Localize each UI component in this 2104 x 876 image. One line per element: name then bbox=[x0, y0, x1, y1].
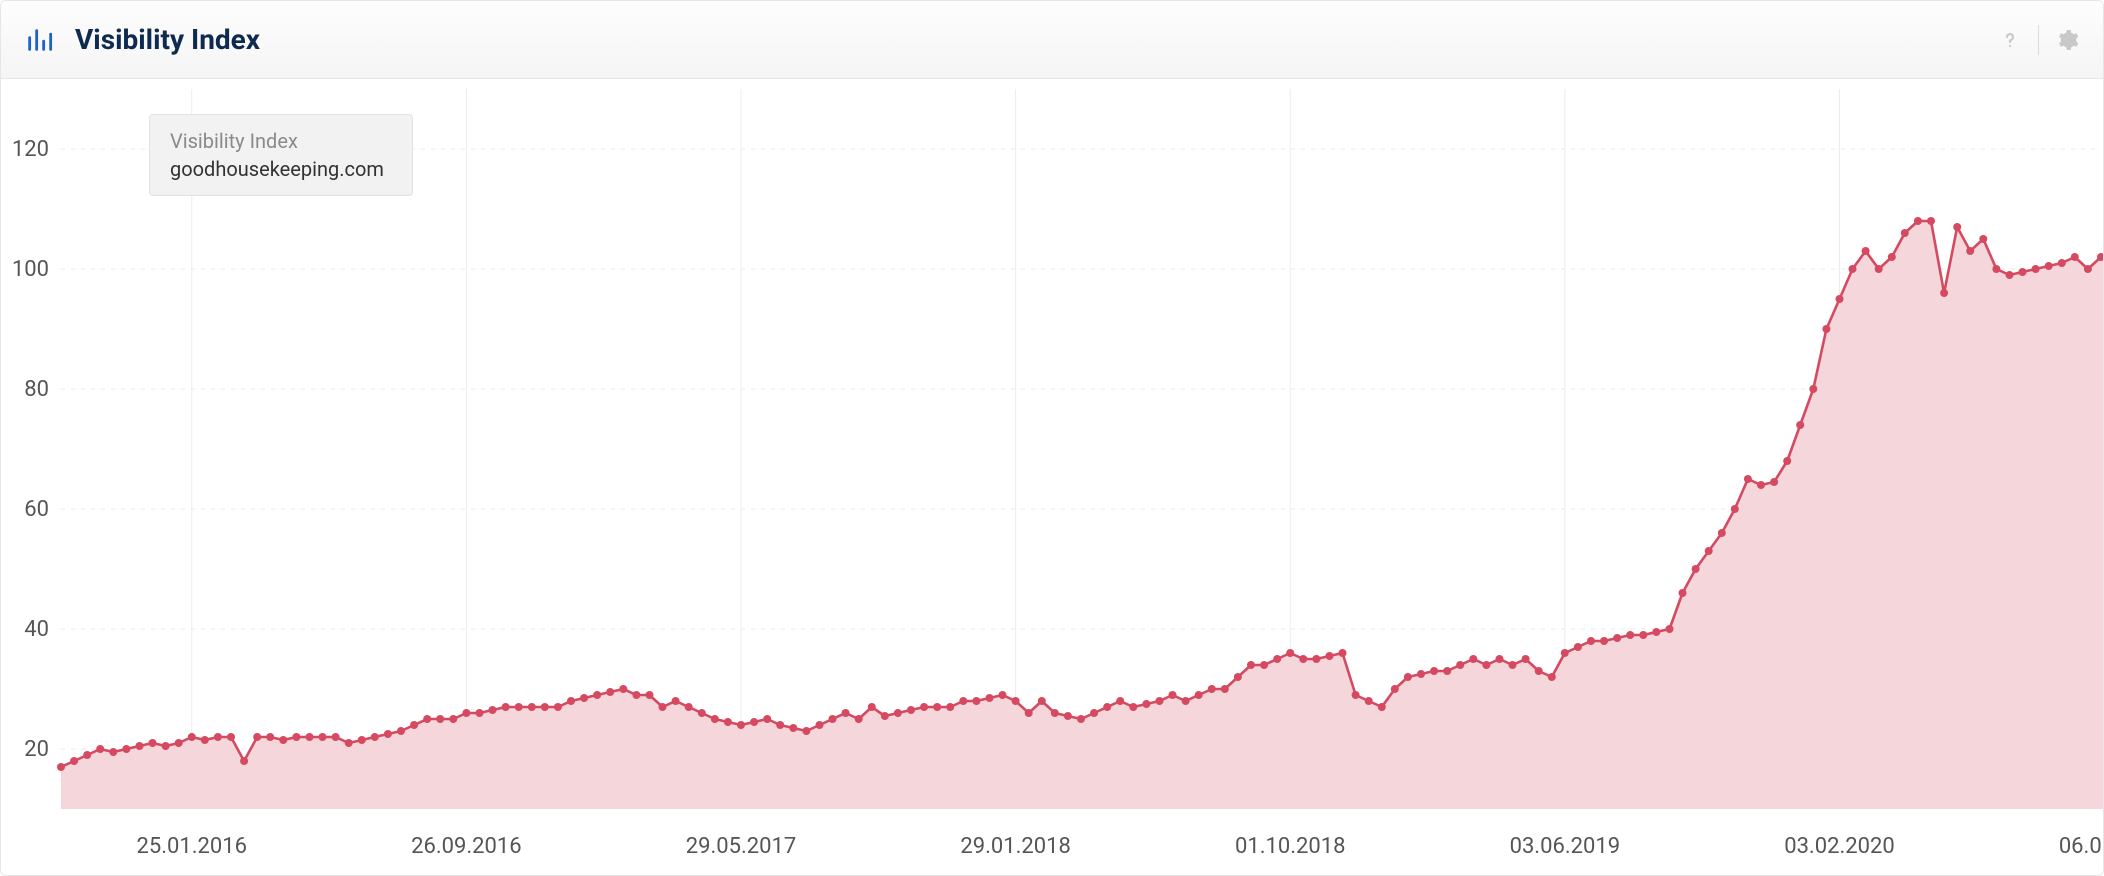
header-actions bbox=[1994, 1, 2083, 78]
svg-text:80: 80 bbox=[24, 377, 49, 402]
svg-text:03.06.2019: 03.06.2019 bbox=[1510, 834, 1621, 859]
svg-text:100: 100 bbox=[12, 257, 49, 282]
svg-text:29.01.2018: 29.01.2018 bbox=[960, 834, 1071, 859]
panel-title: Visibility Index bbox=[75, 23, 260, 56]
svg-text:20: 20 bbox=[24, 737, 49, 762]
legend-domain: goodhousekeeping.com bbox=[170, 157, 384, 181]
divider bbox=[2038, 25, 2039, 55]
visibility-index-panel: Visibility Index 20 40 60 80 100 120 25.01.201… bbox=[0, 0, 2104, 876]
svg-text:01.10.2018: 01.10.2018 bbox=[1235, 834, 1346, 859]
svg-text:40: 40 bbox=[24, 617, 49, 642]
chart-legend: Visibility Index goodhousekeeping.com bbox=[149, 114, 413, 196]
svg-text:60: 60 bbox=[24, 497, 49, 522]
gear-icon[interactable] bbox=[2051, 24, 2083, 56]
legend-title: Visibility Index bbox=[170, 129, 384, 153]
panel-header: Visibility Index bbox=[1, 1, 2103, 79]
visibility-chart-svg: 20 40 60 80 100 120 25.01.2016 26.09.2016 29.05.… bbox=[1, 79, 2103, 875]
svg-text:120: 120 bbox=[12, 137, 49, 162]
svg-text:03.02.2020: 03.02.2020 bbox=[1784, 834, 1895, 859]
svg-text:26.09.2016: 26.09.2016 bbox=[411, 834, 522, 859]
svg-text:25.01.2016: 25.01.2016 bbox=[137, 834, 248, 859]
help-icon[interactable] bbox=[1994, 24, 2026, 56]
svg-text:29.05.2017: 29.05.2017 bbox=[686, 834, 797, 859]
bar-chart-icon bbox=[25, 26, 53, 54]
chart-area: 20 40 60 80 100 120 25.01.2016 26.09.2016 29.05.… bbox=[1, 79, 2103, 875]
svg-text:06.01.2021: 06.01.2021 bbox=[2059, 834, 2103, 859]
